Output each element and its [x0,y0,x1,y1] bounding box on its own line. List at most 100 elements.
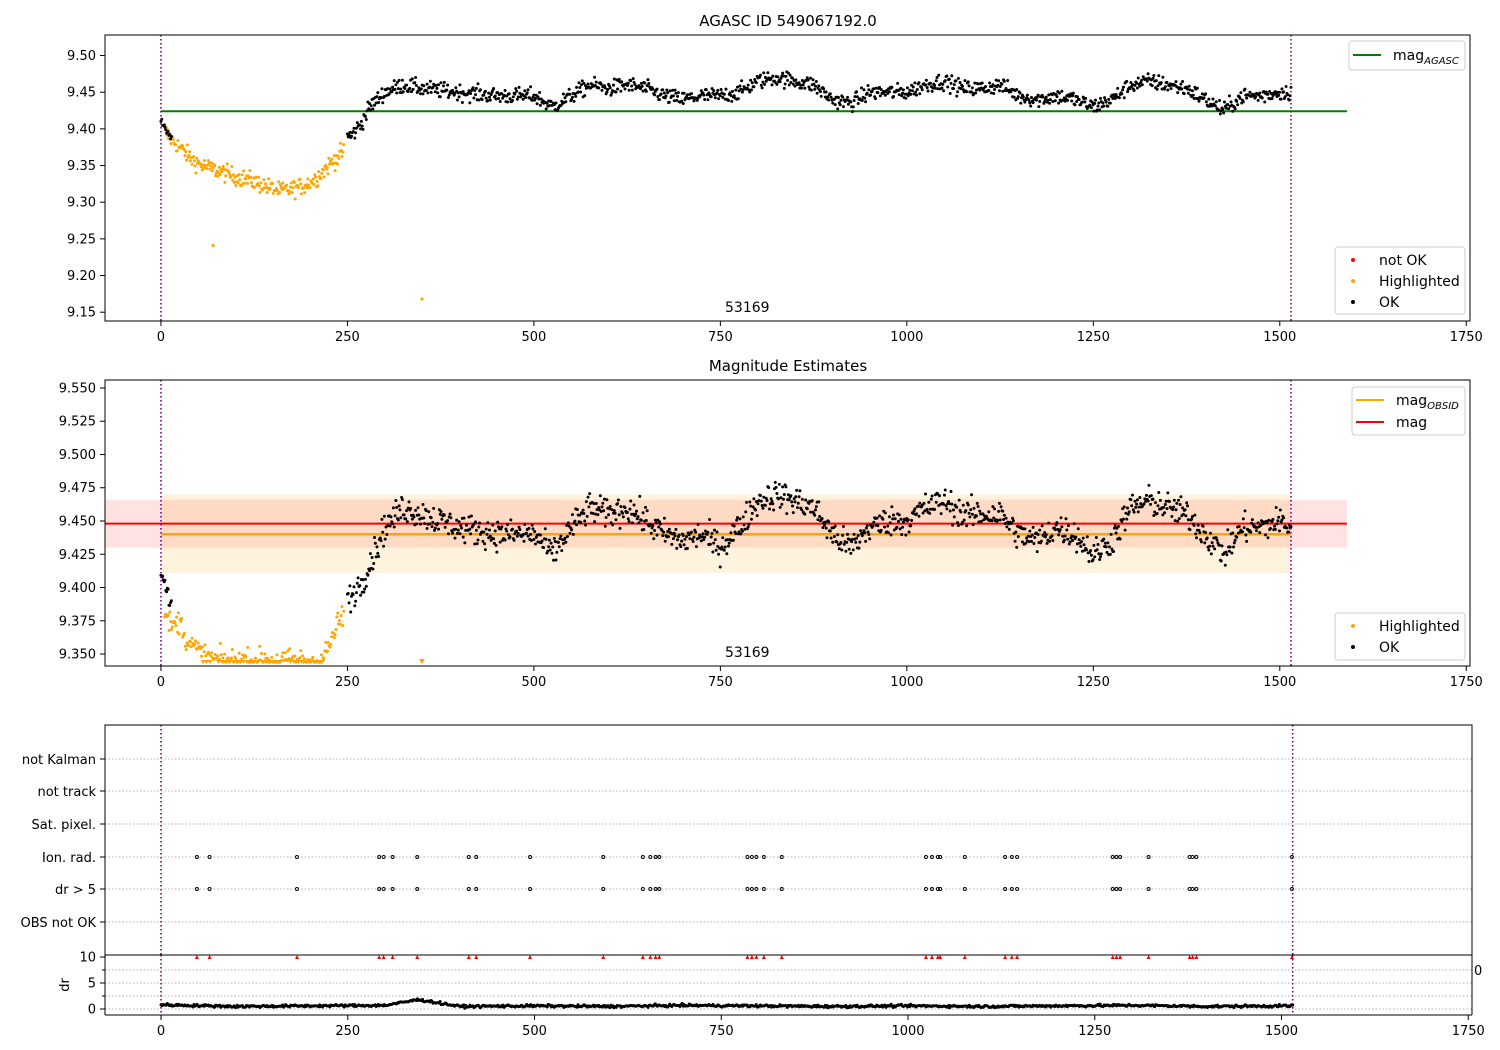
estimates-ok-point [429,516,433,520]
agasc-ok-point [516,95,520,99]
estimates-ok-point [594,502,598,506]
estimates-ok-point [527,526,531,530]
agasc-ok-point [1152,74,1156,78]
agasc-ok-point [811,78,815,82]
estimates-ok-point [1002,517,1006,521]
estimates-ok-point [468,527,472,531]
estimates-highlighted-point [298,656,302,660]
agasc-ok-point [476,82,480,86]
agasc-ok-point [855,90,859,94]
estimates-ok-point [354,599,358,603]
estimates-ok-point [1225,553,1229,557]
estimates-ok-point [1030,533,1034,537]
dr-clipped-marker [1289,955,1294,959]
estimates-ok-point [805,507,809,511]
agasc-ok-point [912,92,916,96]
estimates-ok-point [741,515,745,519]
agasc-ok-point [482,93,486,97]
estimates-ytick-label: 9.500 [59,448,96,463]
agasc-ok-point [1226,103,1230,107]
agasc-ok-point [692,99,696,103]
estimates-ok-point [476,538,480,542]
estimates-ok-point [798,489,802,493]
agasc-ok-point [906,94,910,98]
estimates-ok-point [362,590,366,594]
estimates-ok-point [1096,542,1100,546]
estimates-ok-point [803,512,807,516]
estimates-ytick-label: 9.450 [59,515,96,530]
estimates-ok-point [814,505,818,509]
estimates-ok-point [555,550,559,554]
agasc-ytick-label: 9.15 [67,306,96,321]
dr-clipped-marker [528,955,533,959]
estimates-ok-point [455,518,459,522]
agasc-ok-point [525,91,529,95]
agasc-ok-point [575,85,579,89]
estimates-ok-point [641,511,645,515]
agasc-ok-point [547,104,551,108]
agasc-highlighted-point [221,164,225,168]
agasc-ok-point [1187,84,1191,88]
estimates-ok-point [1228,545,1232,549]
estimates-ok-point [1285,526,1289,530]
dr-xtick-label: 500 [522,1024,547,1039]
estimates-ok-point [653,528,657,532]
estimates-ok-point [477,525,481,529]
agasc-ok-point [947,77,951,81]
flags-category-label: OBS not OK [21,916,97,931]
estimates-ok-point [836,533,840,537]
estimates-ok-point [1242,526,1246,530]
estimates-ok-point [1176,498,1180,502]
estimates-ok-point [653,518,657,522]
agasc-highlighted-point [181,144,185,148]
agasc-ok-point [1069,92,1073,96]
estimates-highlighted-point [311,655,315,659]
estimates-highlighted-point [234,657,238,661]
dr-clipped-marker [601,955,606,959]
estimates-highlighted-clipped [295,660,301,664]
estimates-ok-point [1085,548,1089,552]
agasc-ok-point [690,92,694,96]
agasc-ok-point [396,80,400,84]
agasc-ok-point [776,75,780,79]
agasc-highlighted-point [271,182,275,186]
estimates-ok-point [1136,510,1140,514]
estimates-ok-point [546,549,550,553]
agasc-ok-point [864,100,868,104]
estimates-xtick-label: 500 [521,675,546,690]
estimates-ok-point [488,534,492,538]
estimates-ok-point [708,517,712,521]
estimates-ok-point [694,545,698,549]
dr-clipped-marker [657,955,662,959]
estimates-highlighted-point [333,633,337,637]
agasc-ok-point [949,81,953,85]
agasc-ok-point [1159,81,1163,85]
agasc-ok-point [414,83,418,87]
estimates-ok-point [1098,555,1102,559]
agasc-ok-point [1104,100,1108,104]
agasc-ok-point [554,101,558,105]
estimates-ok-point [795,506,799,510]
agasc-highlighted-point [192,155,196,159]
agasc-ok-point [517,85,521,89]
flags-point [648,887,653,891]
estimates-ok-point [769,497,773,501]
estimates-ok-point [712,541,716,545]
estimates-ok-point [817,500,821,504]
estimates-ok-point [1244,533,1248,537]
estimates-ok-point [717,552,721,556]
agasc-ok-point [1218,99,1222,103]
estimates-highlighted-point [322,657,326,661]
estimates-ok-point [857,546,861,550]
estimates-ok-point [925,507,929,511]
agasc-ok-point [749,88,753,92]
dr-clipped-marker [1110,955,1115,959]
estimates-ok-point [568,531,572,535]
estimates-ok-point [547,545,551,549]
agasc-ok-point [1006,78,1010,82]
estimates-highlighted-point [332,636,336,640]
flags-point [754,855,759,859]
estimates-ok-point [1161,513,1165,517]
agasc-ok-point [1097,101,1101,105]
